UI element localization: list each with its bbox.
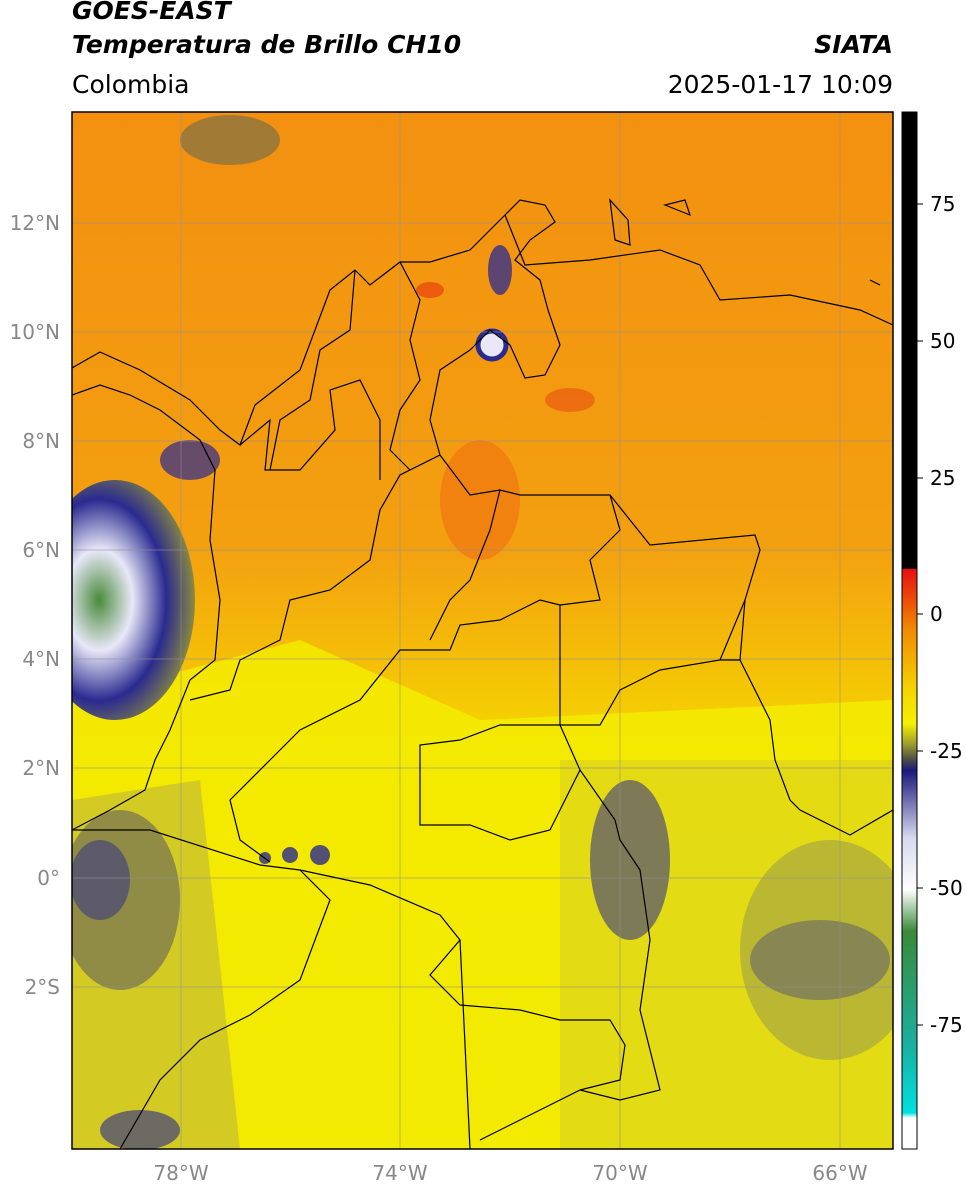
lon-label: 78°W [153,1161,208,1185]
colorbar-tick: 75 [930,192,955,216]
colorbar-tick: -50 [930,876,963,900]
lon-label: 74°W [372,1161,427,1185]
colorbar-tick: 25 [930,466,955,490]
satellite-title: GOES-EAST [72,0,231,25]
colorbar-tick: 50 [930,329,955,353]
colorbar-scale [901,111,918,1150]
colorbar-tick: 0 [930,602,943,626]
lat-label: 8°N [22,429,60,453]
colorbar: 75 50 25 0 -25 -50 -75 [901,111,963,1150]
lat-label: 12°N [10,211,60,235]
lon-label: 70°W [592,1161,647,1185]
product-title: Temperatura de Brillo CH10 [72,30,462,59]
colorbar-tick: -75 [930,1013,963,1037]
country-borders [72,198,893,1149]
map-frame [71,111,894,1150]
lat-label: 4°N [22,647,60,671]
lon-axis: 78°W 74°W 70°W 66°W [153,1161,867,1185]
lat-label: 2°S [25,975,60,999]
source-label: SIATA [814,30,893,59]
lat-axis: 12°N 10°N 8°N 6°N 4°N 2°N 0° 2°S [10,211,60,999]
region-label: Colombia [72,70,190,99]
map-imagery [72,112,893,1149]
colorbar-tick: -25 [930,739,963,763]
lat-label: 0° [37,866,60,890]
datetime-label: 2025-01-17 10:09 [667,70,893,99]
lat-label: 6°N [22,538,60,562]
lat-label: 2°N [22,756,60,780]
lon-label: 66°W [812,1161,867,1185]
lat-label: 10°N [10,320,60,344]
